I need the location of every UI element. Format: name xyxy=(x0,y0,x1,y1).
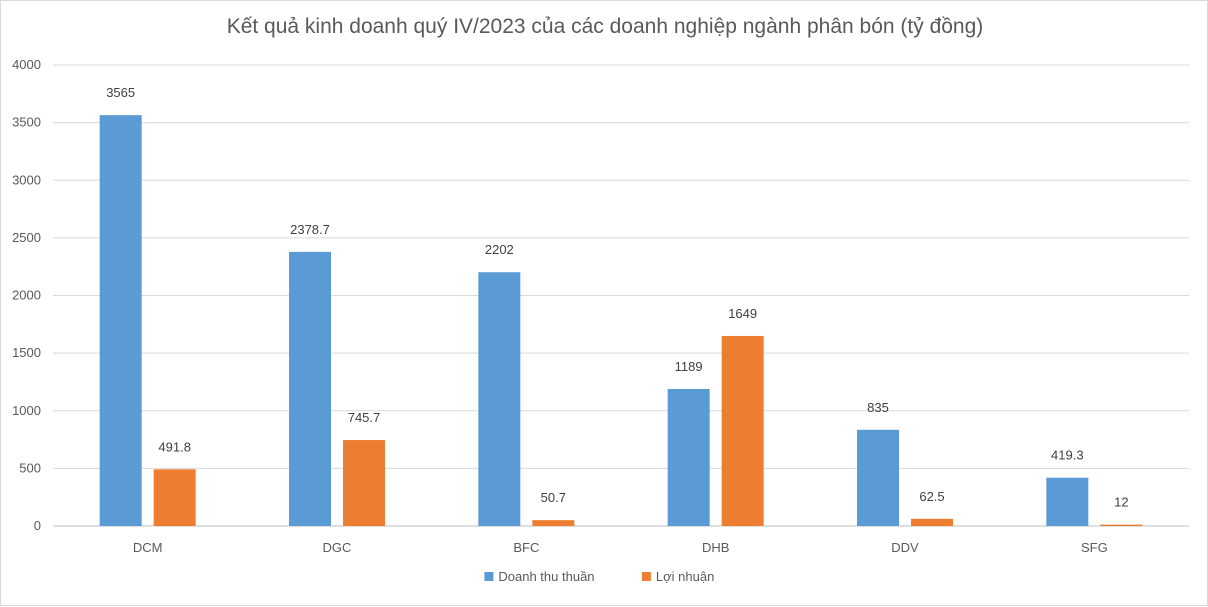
bar xyxy=(343,440,385,526)
y-tick-label: 4000 xyxy=(12,57,41,72)
legend-swatch xyxy=(484,572,494,581)
x-tick-label: DDV xyxy=(891,540,919,555)
data-label: 2202 xyxy=(485,242,514,257)
chart-title: Kết quả kinh doanh quý IV/2023 của các d… xyxy=(226,15,984,38)
x-tick-label: DGC xyxy=(323,540,352,555)
bar xyxy=(721,335,764,526)
x-tick-label: BFC xyxy=(513,540,539,555)
data-label: 1649 xyxy=(728,306,757,321)
legend-label: Doanh thu thuần xyxy=(498,569,594,584)
legend-label: Lợi nhuận xyxy=(656,569,714,584)
data-label: 491.8 xyxy=(158,439,191,454)
y-tick-label: 3000 xyxy=(12,172,41,187)
data-label: 12 xyxy=(1114,495,1128,510)
y-tick-label: 500 xyxy=(19,460,41,475)
x-tick-label: DHB xyxy=(702,540,729,555)
data-label: 3565 xyxy=(106,85,135,100)
y-tick-label: 3500 xyxy=(12,115,41,130)
bar xyxy=(289,251,331,526)
bar xyxy=(667,388,710,526)
bar xyxy=(911,518,953,526)
bar xyxy=(1100,524,1143,526)
x-tick-label: SFG xyxy=(1081,540,1108,555)
bar xyxy=(857,429,899,526)
data-label: 62.5 xyxy=(919,489,944,504)
bar xyxy=(532,520,575,526)
y-tick-label: 1500 xyxy=(12,345,41,360)
x-tick-label: DCM xyxy=(133,540,163,555)
legend-swatch xyxy=(641,572,651,581)
data-label: 835 xyxy=(867,400,889,415)
data-label: 2378.7 xyxy=(290,222,330,237)
data-label: 50.7 xyxy=(541,490,566,505)
y-tick-label: 1000 xyxy=(12,403,41,418)
data-label: 419.3 xyxy=(1051,448,1084,463)
y-tick-label: 2500 xyxy=(12,230,41,245)
data-label: 745.7 xyxy=(348,410,381,425)
bar xyxy=(1046,477,1089,526)
y-tick-label: 2000 xyxy=(12,288,41,303)
bar xyxy=(99,115,142,526)
data-label: 1189 xyxy=(675,359,703,374)
bar xyxy=(478,272,521,526)
bar xyxy=(153,469,196,526)
y-tick-label: 0 xyxy=(34,518,41,533)
